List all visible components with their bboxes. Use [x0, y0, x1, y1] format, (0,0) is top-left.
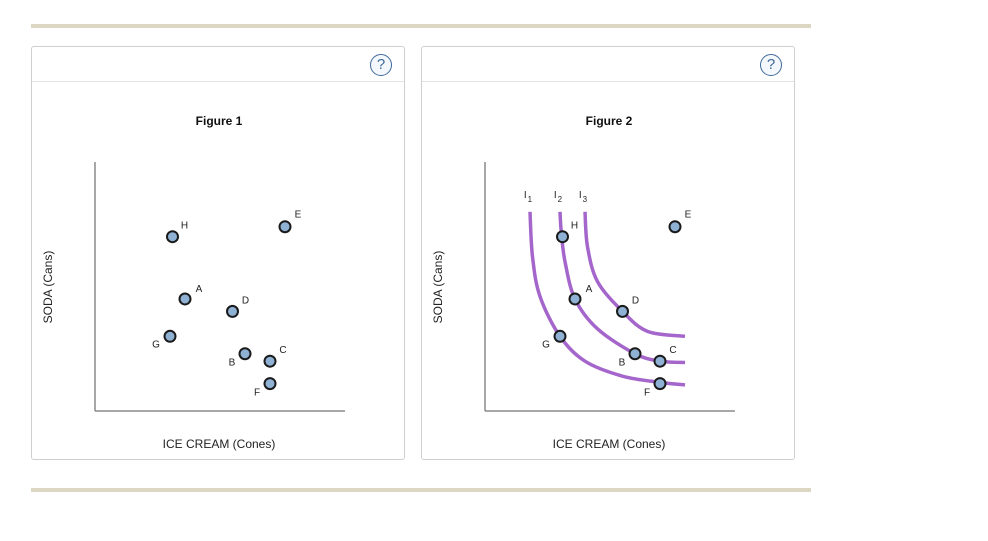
point-label-c: C	[669, 345, 676, 356]
bottom-divider	[31, 488, 811, 492]
figure-1-chart: Figure 1 ICE CREAM (Cones) SODA (Cans) H…	[41, 114, 345, 451]
x-axis-label: ICE CREAM (Cones)	[553, 437, 666, 451]
y-axis-label: SODA (Cans)	[431, 251, 445, 324]
point-d	[226, 304, 239, 318]
point-label-g: G	[152, 339, 160, 350]
panel-header: ?	[32, 47, 404, 82]
y-axis-label: SODA (Cans)	[41, 251, 55, 324]
point-label-h: H	[571, 221, 578, 232]
point-c	[263, 354, 277, 368]
panel-header: ?	[422, 47, 794, 82]
point-h	[166, 230, 179, 244]
point-g	[163, 329, 177, 343]
point-label-f: F	[644, 388, 650, 399]
point-label-a: A	[196, 284, 203, 295]
chart-title: Figure 2	[586, 114, 633, 128]
point-f	[653, 377, 667, 391]
point-e	[668, 220, 682, 234]
point-label-e: E	[295, 210, 302, 221]
point-label-h: H	[181, 221, 188, 232]
point-b	[628, 347, 642, 361]
point-label-b: B	[619, 358, 626, 369]
question-mark-icon: ?	[376, 56, 386, 73]
indifference-curve-2	[558, 211, 686, 365]
point-label-a: A	[586, 284, 593, 295]
chart-title: Figure 1	[196, 114, 243, 128]
point-e	[278, 220, 292, 234]
figure-2-panel: ? Figure 2 ICE CREAM (Cones) SODA (Cans)…	[421, 46, 795, 460]
point-label-g: G	[542, 339, 550, 350]
curve-label-1: I1	[524, 190, 533, 204]
help-button[interactable]: ?	[370, 54, 392, 76]
point-d	[616, 304, 629, 318]
x-axis-label: ICE CREAM (Cones)	[163, 437, 276, 451]
points-group: H E A D G B C F	[542, 210, 692, 399]
point-a	[178, 292, 192, 306]
point-label-e: E	[685, 210, 692, 221]
question-mark-icon: ?	[766, 56, 776, 73]
point-a	[568, 292, 582, 306]
figure-2-chart: Figure 2 ICE CREAM (Cones) SODA (Cans) I…	[431, 114, 735, 451]
point-c	[653, 354, 667, 368]
point-f	[263, 377, 277, 391]
point-label-f: F	[254, 388, 260, 399]
figure-1-panel: ? Figure 1 ICE CREAM (Cones) SODA (Cans)…	[31, 46, 405, 460]
point-h	[556, 230, 569, 244]
point-b	[238, 347, 252, 361]
points-group: H E A D G B C F	[152, 210, 302, 399]
curve-label-3: I3	[579, 190, 588, 204]
point-label-b: B	[229, 358, 236, 369]
point-label-d: D	[632, 295, 639, 306]
help-button[interactable]: ?	[760, 54, 782, 76]
curve-label-2: I2	[554, 190, 563, 204]
point-label-c: C	[279, 345, 286, 356]
point-g	[553, 329, 567, 343]
point-label-d: D	[242, 295, 249, 306]
top-divider	[31, 24, 811, 28]
indifference-curve-3	[583, 211, 686, 339]
